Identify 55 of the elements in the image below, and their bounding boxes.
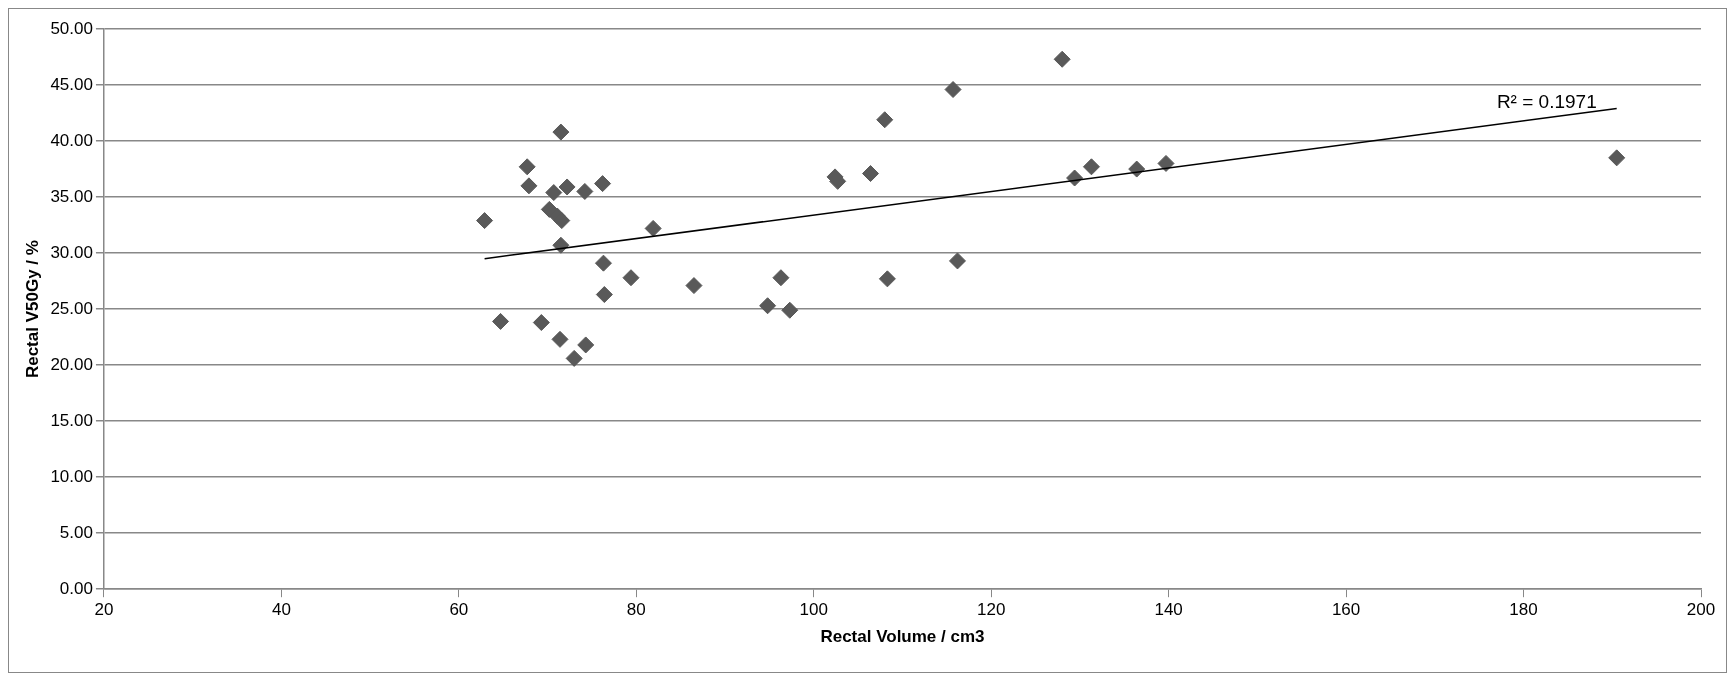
point [622,269,640,287]
point [948,252,966,270]
point [558,178,576,196]
x-tick-label: 60 [449,600,469,620]
x-tick-label: 180 [1509,600,1538,620]
x-tick-label: 140 [1154,600,1183,620]
point [518,158,536,176]
point [862,165,880,183]
x-tick-label: 160 [1331,600,1361,620]
point [551,330,569,348]
y-tick-label: 15.00 [50,410,93,430]
point [532,314,550,332]
point [594,175,612,193]
y-tick-label: 35.00 [50,186,93,206]
x-tick-label: 20 [94,600,114,620]
point [1082,158,1100,176]
point [759,297,777,315]
point [685,277,703,295]
point [552,123,570,141]
x-tick-label: 200 [1686,600,1716,620]
point [772,269,790,287]
x-tick-label: 120 [977,600,1006,620]
x-axis-title: Rectal Volume / cm3 [820,627,985,647]
point [644,219,662,237]
y-tick-label: 0.00 [59,578,93,598]
y-axis-title: Rectal V50Gy / % [22,240,42,379]
point [781,301,799,319]
point [878,270,896,288]
y-tick-label: 45.00 [50,74,93,94]
y-tick-label: 30.00 [50,242,93,262]
point [594,254,612,272]
x-tick-label: 100 [799,600,828,620]
point [595,286,613,304]
y-tick-label: 20.00 [50,354,93,374]
y-tick-label: 50.00 [50,18,93,38]
point [492,312,510,330]
annotation: R² = 0.1971 [1496,90,1597,112]
point [476,212,494,230]
point [1157,154,1175,172]
point [553,212,571,230]
y-tick-label: 5.00 [59,522,93,542]
point [1053,50,1071,68]
y-tick-label: 25.00 [50,298,93,318]
point [545,184,563,202]
point [577,336,595,354]
point [565,349,583,367]
point [876,111,894,129]
y-tick-label: 40.00 [50,130,93,150]
point [944,81,962,98]
point [520,177,538,195]
x-tick-label: 80 [626,600,646,620]
x-tick-label: 40 [271,600,291,620]
point [1608,149,1626,167]
y-tick-label: 10.00 [50,466,93,486]
point [576,182,594,200]
